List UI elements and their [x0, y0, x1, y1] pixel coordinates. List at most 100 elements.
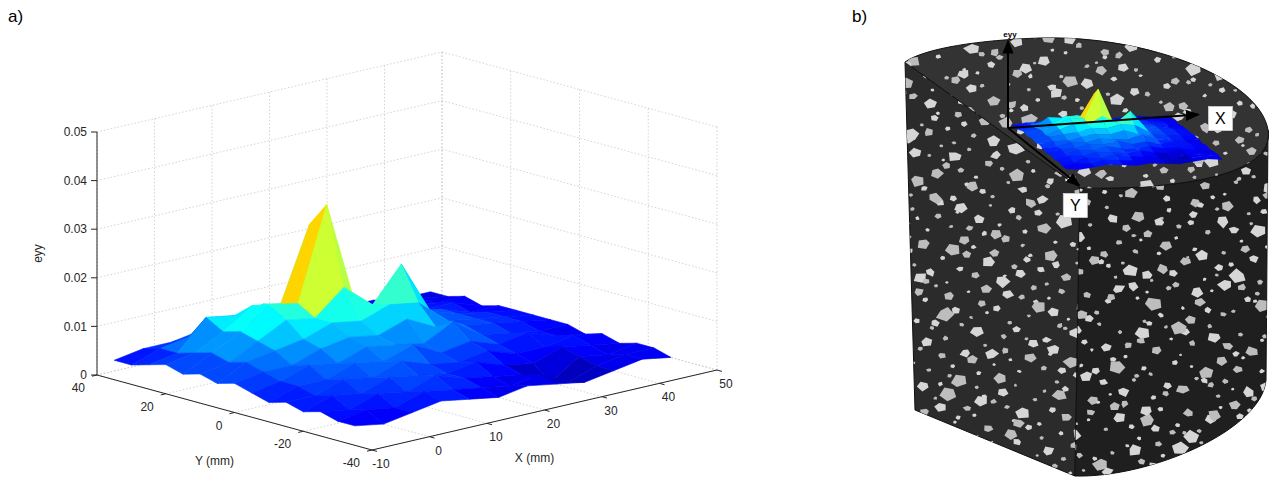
aggregate-chip — [917, 347, 922, 351]
aggregate-chip — [912, 361, 915, 364]
aggregate-chip — [1069, 243, 1075, 248]
aggregate-chip — [929, 193, 942, 205]
aggregate-chip — [1170, 179, 1175, 184]
aggregate-chip — [1131, 212, 1144, 222]
aggregate-chip — [1182, 431, 1187, 435]
aggregate-chip — [1078, 188, 1083, 192]
aggregate-chip — [1057, 323, 1062, 328]
z-tick — [91, 326, 97, 327]
x-tick — [660, 383, 665, 384]
aggregate-chip — [1001, 235, 1010, 242]
aggregate-chip — [1229, 401, 1241, 410]
aggregate-chip — [1055, 380, 1060, 384]
aggregate-chip — [976, 371, 981, 375]
aggregate-chip — [897, 374, 905, 381]
aggregate-chip — [944, 76, 949, 80]
aggregate-chip — [1118, 64, 1129, 72]
aggregate-chip — [1008, 207, 1015, 214]
aggregate-chip — [1241, 167, 1251, 174]
aggregate-chip — [978, 301, 986, 308]
x-tick — [717, 370, 722, 371]
aggregate-chip — [1062, 414, 1072, 421]
aggregate-chip — [1039, 436, 1044, 440]
aggregate-chip — [1052, 464, 1058, 468]
aggregate-chip — [1004, 458, 1015, 467]
aggregate-chip — [1055, 180, 1061, 184]
aggregate-chip — [1152, 163, 1157, 167]
aggregate-chip — [1164, 325, 1168, 329]
z-tick-label: 0.03 — [64, 222, 88, 236]
aggregate-chip — [1221, 449, 1226, 453]
aggregate-chip — [1183, 408, 1193, 416]
aggregate-chip — [1110, 451, 1114, 455]
aggregate-chip — [1217, 280, 1231, 291]
aggregate-chip — [1092, 368, 1100, 375]
aggregate-chip — [989, 249, 999, 257]
aggregate-chip — [1023, 256, 1031, 262]
aggregate-chip — [1242, 83, 1249, 90]
aggregate-chip — [1176, 224, 1182, 228]
aggregate-chip — [905, 234, 912, 240]
y-tick — [230, 413, 235, 414]
aggregate-chip — [911, 176, 923, 187]
aggregate-chip — [1145, 36, 1154, 43]
aggregate-chip — [1026, 199, 1036, 208]
aggregate-chip — [1001, 154, 1010, 162]
x-axis-title: X (mm) — [515, 451, 554, 465]
aggregate-chip — [1254, 188, 1266, 198]
aggregate-chip — [1077, 453, 1084, 458]
aggregate-chip — [1235, 136, 1245, 144]
aggregate-chip — [953, 421, 957, 424]
aggregate-chip — [1260, 339, 1265, 342]
inset-label-box — [1208, 107, 1232, 131]
aggregate-chip — [971, 133, 977, 138]
inset-label-box — [1063, 194, 1087, 218]
aggregate-chip — [1198, 202, 1205, 207]
z-tick — [91, 229, 97, 230]
aggregate-chip — [1125, 188, 1138, 198]
aggregate-chip — [1132, 249, 1138, 254]
aggregate-chip — [944, 292, 954, 300]
aggregate-chip — [1043, 389, 1047, 392]
aggregate-chip — [998, 389, 1009, 397]
aggregate-chip — [1200, 182, 1210, 190]
aggregate-chip — [1172, 360, 1178, 365]
aggregate-chip — [1232, 351, 1240, 357]
aggregate-chip — [1242, 450, 1246, 453]
aggregate-chip — [972, 113, 981, 120]
aggregate-chip — [982, 231, 987, 236]
x-tick — [487, 423, 492, 424]
z-tick-label: 0.01 — [64, 320, 88, 334]
grid-line — [717, 127, 718, 370]
aggregate-chip — [1205, 230, 1211, 235]
aggregate-chip — [1110, 77, 1117, 82]
aggregate-chip — [974, 176, 979, 179]
aggregate-chip — [1087, 410, 1095, 415]
aggregate-chip — [1027, 88, 1031, 92]
aggregate-chip — [910, 207, 914, 211]
aggregate-chip — [1270, 81, 1275, 85]
aggregate-chip — [1041, 366, 1047, 371]
aggregate-chip — [1068, 471, 1073, 475]
aggregate-chip — [1179, 189, 1183, 193]
aggregate-chip — [1184, 456, 1190, 463]
inset-z-label: eyy — [1003, 30, 1017, 39]
aggregate-chip — [1175, 423, 1180, 427]
aggregate-chip — [920, 84, 930, 92]
aggregate-chip — [979, 52, 985, 57]
grid-line — [212, 105, 213, 348]
aggregate-chip — [928, 187, 944, 199]
aggregate-chip — [1051, 88, 1062, 97]
aggregate-chip — [1061, 457, 1067, 461]
aggregate-chip — [1136, 296, 1140, 300]
aggregate-chip — [1241, 144, 1245, 147]
aggregate-chip — [954, 129, 964, 137]
inset-axes — [1008, 41, 1198, 186]
aggregate-chip — [1232, 51, 1246, 65]
aggregate-chip — [1122, 401, 1129, 408]
aggregate-chip — [1058, 431, 1063, 435]
aggregate-chip — [1267, 362, 1271, 366]
aggregate-chip — [1182, 41, 1187, 45]
aggregate-chip — [1047, 297, 1051, 300]
aggregate-chip — [933, 397, 937, 400]
